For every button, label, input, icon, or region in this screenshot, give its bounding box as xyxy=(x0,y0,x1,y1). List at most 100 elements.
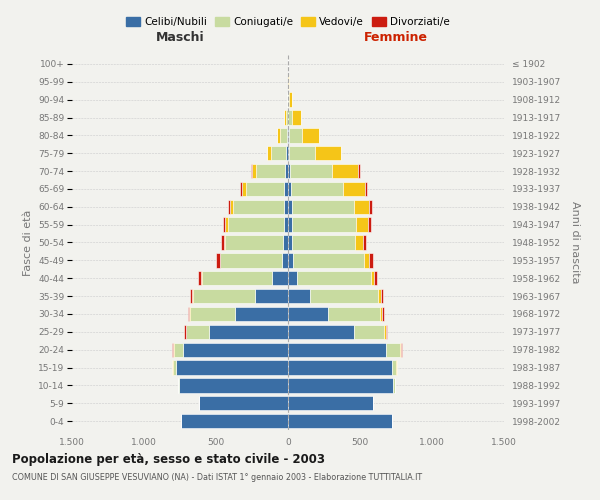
Bar xyxy=(292,110,301,124)
Bar xyxy=(284,200,288,214)
Bar xyxy=(370,253,373,268)
Bar xyxy=(292,200,353,214)
Bar xyxy=(358,164,359,178)
Y-axis label: Fasce di età: Fasce di età xyxy=(23,210,32,276)
Bar xyxy=(202,271,272,285)
Bar xyxy=(216,253,220,268)
Bar xyxy=(287,128,288,142)
Bar xyxy=(284,182,288,196)
Bar xyxy=(328,307,380,321)
Bar xyxy=(288,164,290,178)
Bar xyxy=(245,182,284,196)
Bar xyxy=(381,289,383,303)
Bar xyxy=(181,414,288,428)
Bar xyxy=(198,271,201,285)
Bar xyxy=(287,92,288,107)
Bar xyxy=(288,200,292,214)
Bar xyxy=(291,182,343,196)
Bar xyxy=(289,146,316,160)
Bar xyxy=(355,236,363,250)
Bar xyxy=(370,200,372,214)
Bar xyxy=(183,342,288,357)
Bar xyxy=(241,182,242,196)
Y-axis label: Anni di nascita: Anni di nascita xyxy=(571,201,580,284)
Bar xyxy=(186,324,187,339)
Bar xyxy=(285,164,288,178)
Bar xyxy=(192,289,193,303)
Legend: Celibi/Nubili, Coniugati/e, Vedovi/e, Divorziati/e: Celibi/Nubili, Coniugati/e, Vedovi/e, Di… xyxy=(124,15,452,29)
Bar xyxy=(188,307,190,321)
Bar xyxy=(286,110,287,124)
Bar xyxy=(286,146,288,160)
Bar xyxy=(288,414,392,428)
Bar xyxy=(223,218,226,232)
Bar xyxy=(267,146,271,160)
Bar xyxy=(288,396,373,410)
Bar xyxy=(363,236,366,250)
Bar xyxy=(288,146,289,160)
Bar xyxy=(255,289,288,303)
Bar xyxy=(224,236,226,250)
Bar xyxy=(193,289,255,303)
Bar xyxy=(288,128,289,142)
Bar xyxy=(283,236,288,250)
Bar xyxy=(282,253,288,268)
Bar xyxy=(288,92,289,107)
Bar xyxy=(178,378,179,392)
Bar xyxy=(288,378,393,392)
Bar xyxy=(354,324,385,339)
Bar xyxy=(364,253,370,268)
Bar xyxy=(251,164,252,178)
Bar xyxy=(288,271,298,285)
Bar xyxy=(368,218,371,232)
Bar xyxy=(288,342,386,357)
Bar xyxy=(310,289,378,303)
Bar xyxy=(179,378,288,392)
Bar xyxy=(343,182,365,196)
Bar xyxy=(385,324,386,339)
Bar xyxy=(374,271,377,285)
Bar xyxy=(228,200,230,214)
Bar xyxy=(288,360,392,374)
Bar xyxy=(289,110,292,124)
Bar xyxy=(298,271,371,285)
Bar xyxy=(316,146,341,160)
Bar xyxy=(176,360,288,374)
Bar xyxy=(233,200,284,214)
Bar xyxy=(199,396,288,410)
Bar xyxy=(393,378,395,392)
Bar xyxy=(284,218,288,232)
Bar xyxy=(284,110,286,124)
Bar xyxy=(252,164,256,178)
Bar xyxy=(272,271,288,285)
Bar xyxy=(380,307,382,321)
Bar xyxy=(227,218,284,232)
Bar xyxy=(289,92,292,107)
Bar xyxy=(288,236,292,250)
Bar xyxy=(220,253,282,268)
Bar xyxy=(288,289,310,303)
Bar xyxy=(396,360,397,374)
Bar xyxy=(371,271,374,285)
Bar xyxy=(256,164,285,178)
Bar xyxy=(187,324,209,339)
Bar xyxy=(230,200,233,214)
Text: COMUNE DI SAN GIUSEPPE VESUVIANO (NA) - Dati ISTAT 1° gennaio 2003 - Elaborazion: COMUNE DI SAN GIUSEPPE VESUVIANO (NA) - … xyxy=(12,472,422,482)
Bar xyxy=(190,289,192,303)
Bar xyxy=(271,146,286,160)
Bar xyxy=(288,324,354,339)
Text: Femmine: Femmine xyxy=(364,32,428,44)
Bar xyxy=(386,324,388,339)
Bar xyxy=(288,307,328,321)
Bar xyxy=(172,360,173,374)
Bar xyxy=(401,342,402,357)
Bar xyxy=(201,271,202,285)
Bar xyxy=(290,164,332,178)
Bar xyxy=(293,253,364,268)
Bar xyxy=(184,324,186,339)
Bar xyxy=(288,253,293,268)
Text: Popolazione per età, sesso e stato civile - 2003: Popolazione per età, sesso e stato civil… xyxy=(12,452,325,466)
Bar xyxy=(221,236,224,250)
Bar xyxy=(242,182,245,196)
Bar xyxy=(190,307,235,321)
